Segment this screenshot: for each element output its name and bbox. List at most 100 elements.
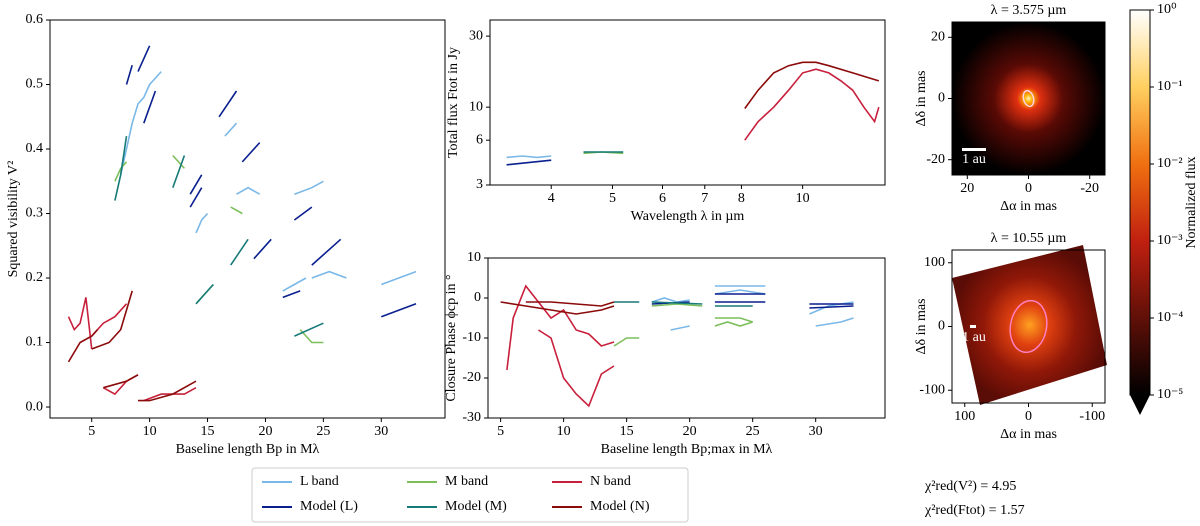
scalebar-label: 1 au xyxy=(962,152,986,167)
series-line xyxy=(614,301,753,307)
x-tick-label: 10 xyxy=(143,424,157,439)
y-tick-label: 30 xyxy=(469,28,483,43)
y-tick-label: 0.0 xyxy=(26,399,44,414)
y-tick-label: 0.4 xyxy=(26,141,44,156)
scalebar xyxy=(962,148,986,151)
colorbar-tick-label: 10⁻² xyxy=(1157,156,1183,171)
y-tick-label: 0.6 xyxy=(26,12,44,27)
x-tick-label: -100 xyxy=(1079,409,1105,424)
y-tick-label: 10 xyxy=(469,99,483,114)
plot-area xyxy=(67,45,417,402)
x-tick-label: 20 xyxy=(960,181,974,196)
series-line xyxy=(119,71,417,292)
y-axis-label: Total flux Ftot in Jy xyxy=(446,47,461,158)
series-line xyxy=(506,155,552,159)
x-tick-label: 10 xyxy=(796,191,810,206)
y-tick-label: 20 xyxy=(931,30,945,45)
x-axis-label: Δα in mas xyxy=(1000,199,1057,214)
colorbar-tick-label: 10⁰ xyxy=(1157,2,1177,17)
colorbar-label: Normalized flux xyxy=(1184,156,1199,248)
x-tick-label: 7 xyxy=(701,191,708,206)
frame xyxy=(489,19,886,186)
y-axis-label: Δδ in mas xyxy=(914,298,929,354)
series-line xyxy=(67,290,197,402)
y-tick-label: -20 xyxy=(926,152,945,167)
y-tick-label: 3 xyxy=(476,177,483,192)
y-axis-label: Δδ in mas xyxy=(914,70,929,126)
x-axis-label: Δα in mas xyxy=(1000,427,1057,442)
contour xyxy=(1022,89,1035,108)
series-line xyxy=(506,159,552,166)
series-line xyxy=(651,285,854,331)
x-tick-label: 30 xyxy=(809,424,823,439)
colorbar xyxy=(1129,9,1151,396)
x-tick-label: 6 xyxy=(659,191,666,206)
y-axis-label: Squared visibility V² xyxy=(6,161,21,278)
series-line xyxy=(114,154,324,344)
x-tick-label: 25 xyxy=(316,424,330,439)
colorbar-tick-label: 10⁻¹ xyxy=(1157,79,1183,94)
x-tick-label: 100 xyxy=(954,409,975,424)
y-tick-label: 0 xyxy=(938,319,945,334)
x-axis-label: Wavelength λ in µm xyxy=(631,209,745,224)
scalebar-label: 1 au xyxy=(962,330,986,345)
legend-label: L band xyxy=(300,474,339,489)
y-axis-label: Closure Phase ϕcp in ° xyxy=(444,274,459,401)
y-tick-label: 0.5 xyxy=(26,77,44,92)
series-line xyxy=(506,284,615,408)
x-tick-label: 5 xyxy=(88,424,95,439)
legend-label: N band xyxy=(590,474,631,489)
y-tick-label: 6 xyxy=(476,132,483,147)
series-line xyxy=(500,301,615,315)
x-tick-label: 15 xyxy=(201,424,215,439)
scalebar xyxy=(970,325,976,328)
y-tick-label: -20 xyxy=(462,370,481,385)
legend-label: Model (N) xyxy=(590,499,650,514)
x-tick-label: 5 xyxy=(497,424,504,439)
image xyxy=(952,245,1107,405)
x-tick-label: 0 xyxy=(1025,181,1032,196)
contour xyxy=(1009,299,1048,354)
legend-label: Model (M) xyxy=(445,499,507,514)
legend-label: Model (L) xyxy=(300,499,358,514)
x-tick-label: 10 xyxy=(557,424,571,439)
series-line xyxy=(67,297,197,402)
plot-area xyxy=(506,61,880,166)
colorbar-tick-label: 10⁻³ xyxy=(1157,233,1183,248)
panel-title: λ = 3.575 µm xyxy=(991,3,1067,18)
annotation: χ²red(V²) = 4.95 xyxy=(924,479,1016,494)
x-tick-label: 30 xyxy=(374,424,388,439)
x-tick-label: 20 xyxy=(683,424,697,439)
y-tick-label: 0.3 xyxy=(26,206,44,221)
x-tick-label: 15 xyxy=(620,424,634,439)
y-tick-label: 0.2 xyxy=(26,270,44,285)
y-tick-label: -30 xyxy=(462,410,481,425)
x-axis-label: Baseline length Bp;max in Mλ xyxy=(601,442,773,457)
colorbar-tick-label: 10⁻⁵ xyxy=(1157,387,1183,402)
x-tick-label: 4 xyxy=(548,191,555,206)
annotation: χ²red(Ftot) = 1.57 xyxy=(924,503,1025,518)
legend-label: M band xyxy=(445,474,488,489)
x-tick-label: 25 xyxy=(746,424,760,439)
y-tick-label: -10 xyxy=(462,330,481,345)
frame xyxy=(49,19,446,419)
x-tick-label: 0 xyxy=(1025,409,1032,424)
plot-area xyxy=(500,284,854,408)
x-tick-label: 8 xyxy=(738,191,745,206)
frame xyxy=(487,257,886,419)
y-tick-label: 100 xyxy=(924,255,945,270)
y-tick-label: 0 xyxy=(474,290,481,305)
x-axis-label: Baseline length Bp in Mλ xyxy=(176,442,320,457)
series-line xyxy=(744,68,880,141)
series-line xyxy=(114,135,324,337)
panel-title: λ = 10.55 µm xyxy=(991,231,1067,246)
colorbar-tick-label: 10⁻⁴ xyxy=(1157,310,1183,325)
x-tick-label: 5 xyxy=(609,191,616,206)
y-tick-label: -100 xyxy=(919,382,945,397)
series-line xyxy=(125,45,417,318)
x-tick-label: -20 xyxy=(1080,181,1099,196)
y-tick-label: 10 xyxy=(467,250,481,265)
y-tick-label: 0 xyxy=(938,91,945,106)
x-tick-label: 20 xyxy=(258,424,272,439)
